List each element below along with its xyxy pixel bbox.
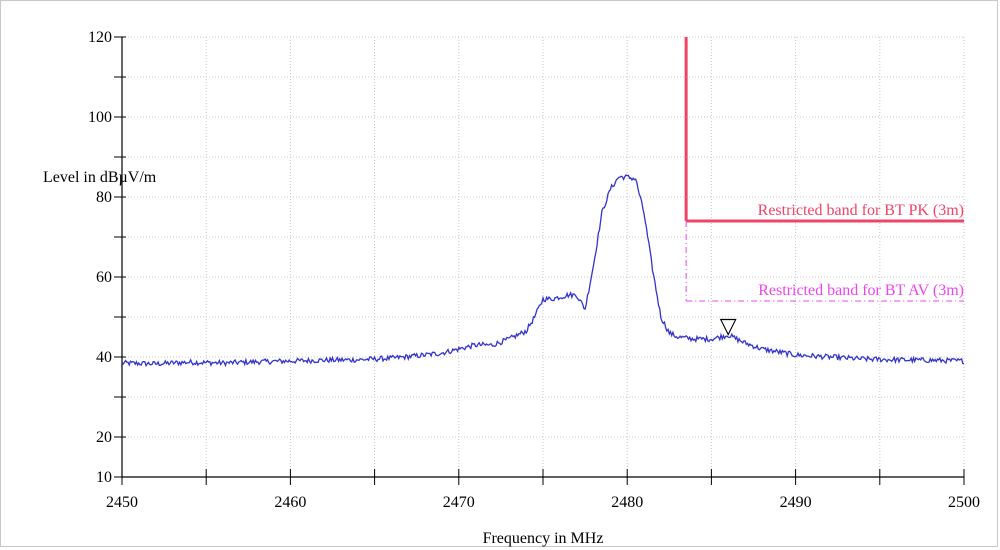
marker-triangle: ▽ — [720, 313, 737, 338]
x-tick-label: 2480 — [611, 494, 643, 511]
y-tick-label: 20 — [96, 429, 112, 446]
y-tick-label: 100 — [88, 109, 112, 126]
limit-line-label: Restricted band for BT PK (3m) — [758, 202, 964, 219]
x-tick-label: 2450 — [106, 494, 138, 511]
x-tick-label: 2500 — [948, 494, 980, 511]
markers: ▽ — [720, 313, 737, 338]
limit-lines: Restricted band for BT PK (3m) Restricted… — [684, 37, 964, 302]
grid — [122, 36, 965, 477]
x-tick-label: 2490 — [780, 494, 812, 511]
limit-line-label: Restricted band for BT AV (3m) — [758, 282, 964, 299]
ticks: 10 20 40 60 80 100 120 2450 2460 2470 2480 2490 2500 — [88, 29, 980, 511]
y-tick-label: 80 — [96, 189, 112, 206]
x-axis-title: Frequency in MHz — [483, 530, 604, 547]
series-line — [121, 174, 965, 368]
x-tick-label: 2470 — [443, 494, 475, 511]
y-tick-label: 60 — [96, 269, 112, 286]
y-tick-label: 120 — [88, 29, 112, 46]
x-tick-label: 2460 — [274, 494, 306, 511]
y-tick-label: 40 — [96, 349, 112, 366]
series — [121, 174, 965, 368]
y-tick-label: 10 — [96, 469, 112, 486]
y-axis-title: Level in dBµV/m — [43, 169, 157, 186]
